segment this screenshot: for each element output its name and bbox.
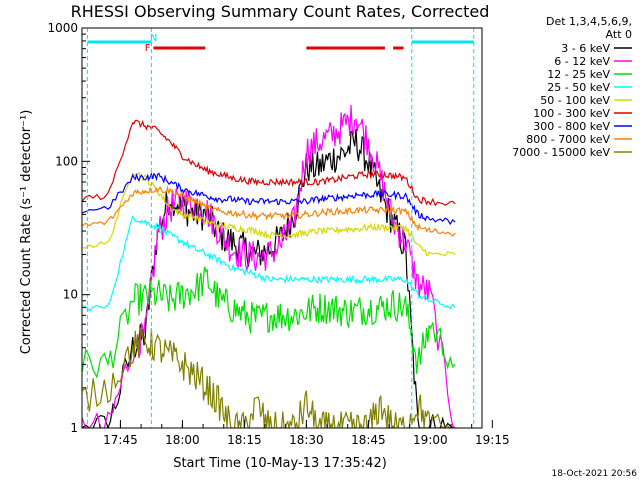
- legend-label: 12 - 25 keV: [547, 68, 610, 81]
- series-line-3: [82, 266, 456, 379]
- series-line-4: [82, 215, 456, 312]
- series-line-2: [82, 104, 456, 428]
- x-tick-label: 19:15: [475, 433, 510, 447]
- series-line-9: [82, 326, 456, 428]
- series-line-5: [82, 171, 456, 257]
- legend-label: 3 - 6 keV: [561, 42, 610, 55]
- flag-label: N: [150, 33, 157, 44]
- legend-header-line-2: Att 0: [606, 28, 632, 41]
- legend-label: 6 - 12 keV: [554, 55, 610, 68]
- x-tick-label: 18:15: [227, 433, 262, 447]
- series-line-8: [82, 185, 456, 237]
- legend-label: 7000 - 15000 keV: [512, 146, 610, 159]
- legend-header-line-1: Det 1,3,4,5,6,9,: [546, 15, 632, 28]
- legend-label: 800 - 7000 keV: [526, 133, 610, 146]
- x-tick-label: 18:30: [289, 433, 324, 447]
- x-axis-label: Start Time (10-May-13 17:35:42): [173, 456, 387, 471]
- legend-label: 100 - 300 keV: [533, 107, 610, 120]
- flag-label: F: [145, 43, 151, 54]
- x-tick-label: 18:45: [351, 433, 386, 447]
- y-tick-label: 1: [70, 421, 78, 435]
- legend-label: 300 - 800 keV: [533, 120, 610, 133]
- x-tick-label: 18:00: [165, 433, 200, 447]
- x-tick-label: 19:00: [413, 433, 448, 447]
- timestamp: 18-Oct-2021 20:56: [552, 469, 638, 479]
- y-tick-label: 10: [63, 288, 78, 302]
- x-tick-label: 17:45: [103, 433, 138, 447]
- plot-frame: [81, 27, 483, 429]
- series-line-6: [82, 119, 456, 207]
- chart-title: RHESSI Observing Summary Count Rates, Co…: [71, 2, 490, 21]
- y-tick-label: 100: [55, 154, 78, 168]
- y-axis-label: Corrected Count Rate (s⁻¹ detector⁻¹): [19, 110, 34, 355]
- legend-label: 25 - 50 keV: [547, 81, 610, 94]
- series-line-7: [82, 171, 456, 226]
- legend-label: 50 - 100 keV: [540, 94, 610, 107]
- y-tick-label: 1000: [47, 21, 78, 35]
